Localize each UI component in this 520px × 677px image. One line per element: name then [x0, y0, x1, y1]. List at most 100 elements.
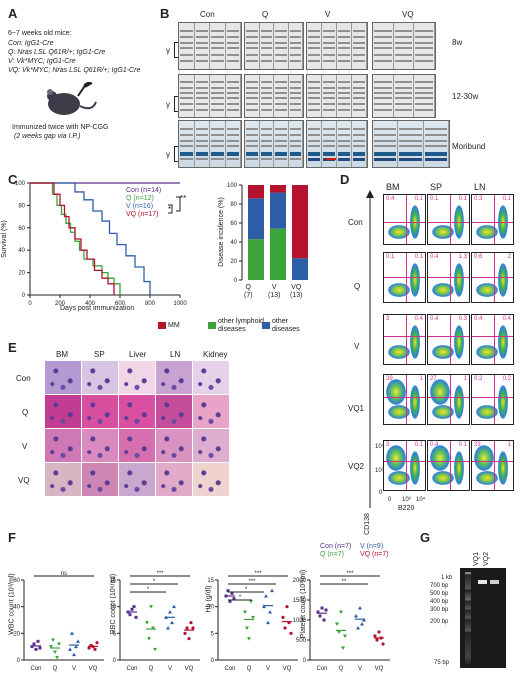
facs-col-ln: LN: [474, 182, 486, 192]
ladder-400bp: 400 bp: [430, 599, 449, 605]
scatter-group-label: Q: [53, 666, 58, 672]
ladder-1kb: 1 kb: [441, 575, 453, 581]
y-tick-label: 100: [15, 181, 26, 187]
panel-a-title: 6~7 weeks old mice:: [8, 30, 72, 37]
he-col-liver: Liver: [129, 350, 147, 359]
data-point: [324, 608, 328, 612]
gel-lane: [195, 75, 210, 117]
gel-lane: [225, 121, 241, 167]
gel-lane: [414, 23, 435, 69]
scatter-y-tick-label: 1500: [293, 598, 307, 604]
cell-population: [410, 325, 420, 359]
gel-band: [289, 92, 301, 94]
gate-line-horizontal: [384, 397, 425, 399]
data-point: [264, 594, 268, 598]
gel-band: [338, 97, 350, 99]
gel-row-12-30w: 12-30w: [452, 92, 479, 101]
gel-band: [180, 47, 193, 50]
facs-yaxis-arrow: [366, 190, 374, 508]
ladder-300bp: 300 bp: [430, 607, 449, 613]
gel-band: [180, 97, 193, 99]
gel-band: [415, 109, 433, 111]
facs-plot: 39 1: [383, 374, 426, 425]
f-legend-v: V (n=9): [360, 543, 384, 550]
histology-image: [44, 394, 82, 429]
scatter-y-tick-label: 15: [109, 578, 116, 584]
gel-band: [246, 109, 258, 111]
gamma-bracket: [174, 96, 178, 112]
gel-band: [415, 87, 433, 89]
gel-band: [308, 92, 320, 94]
gel-band: [289, 41, 301, 44]
x-tick-label: 1000: [173, 301, 187, 307]
gel-band: [180, 139, 193, 142]
legend-q: Q (n=12): [126, 195, 154, 202]
legend-swatch-lymphoid: [208, 322, 216, 329]
gel-band: [246, 158, 258, 161]
gel-band: [338, 53, 350, 56]
scatter-y-tick-label: 0: [211, 658, 215, 664]
gel-band: [289, 60, 301, 63]
scatter-group-label: VQ: [89, 666, 98, 672]
data-point: [151, 626, 155, 630]
y-tick-label: 60: [18, 226, 25, 232]
histology-image: [192, 428, 230, 463]
gel-band: [415, 53, 433, 56]
cell-population: [498, 385, 508, 419]
gate-percent-right: 1: [507, 442, 511, 448]
x-tick-label: 400: [85, 301, 96, 307]
gel-band: [374, 158, 397, 162]
gel-band: [275, 87, 287, 89]
gel-band: [195, 127, 208, 130]
gel-band: [289, 158, 301, 161]
gel-lane: [307, 121, 322, 167]
gel-band: [374, 41, 392, 44]
gel-band: [289, 97, 301, 99]
gel-band: [260, 81, 272, 83]
gel-band: [275, 151, 287, 156]
gel-band: [399, 151, 422, 156]
gel-band: [260, 29, 272, 32]
data-point: [341, 646, 345, 650]
gel-band: [424, 151, 447, 156]
gel-band: [211, 109, 224, 111]
gel-band: [394, 87, 413, 89]
gel-band: [374, 47, 392, 50]
gate-line-vertical: [494, 375, 495, 424]
gate-percent-right: 2: [507, 254, 511, 260]
gel-col-vq: VQ: [402, 10, 414, 19]
lane-vq2: VQ2: [482, 552, 490, 567]
facs-row-v: V: [354, 342, 360, 351]
data-point: [354, 614, 358, 618]
data-point: [68, 647, 72, 651]
bar-y-tick-label: 80: [230, 202, 237, 208]
data-point: [375, 638, 379, 642]
gel-band: [323, 145, 335, 148]
gel-band: [394, 81, 413, 83]
gel-lane: [373, 23, 394, 69]
gel-lane: [352, 23, 367, 69]
data-point: [230, 591, 234, 595]
scatter-group-label: V: [358, 666, 362, 672]
gel-band: [394, 41, 413, 44]
gel-band: [246, 36, 258, 39]
histology-image: [118, 394, 156, 429]
gel-band: [180, 151, 193, 156]
sig-label: ***: [156, 571, 164, 577]
gel-band: [180, 60, 193, 63]
cell-population: [454, 325, 464, 359]
scatter-y-tick-label: 0: [303, 658, 307, 664]
facs-ytick-2: 10³: [375, 468, 384, 474]
legend-swatch-mm: [158, 322, 166, 329]
gel-band: [374, 151, 397, 156]
gel-lane: [423, 121, 449, 167]
gate-line-vertical: [406, 441, 407, 490]
rbc-ylabel: RBC count (10⁶/ml): [110, 573, 118, 635]
gel-band: [374, 127, 397, 130]
gel-band: [323, 127, 335, 130]
bar-segment: [248, 198, 264, 240]
data-point: [287, 621, 291, 625]
he-col-kidney: Kidney: [203, 350, 228, 359]
gel-band: [226, 29, 239, 32]
sig-label: ***: [254, 571, 262, 577]
